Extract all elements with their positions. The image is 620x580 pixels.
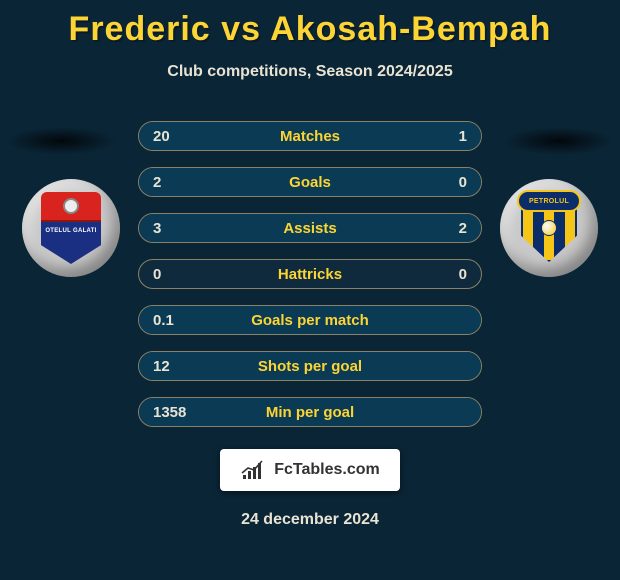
stat-value-right: 2 bbox=[411, 220, 481, 237]
stat-row: 20Matches1 bbox=[138, 121, 482, 151]
fctables-icon bbox=[240, 459, 268, 481]
shield-text: OTELUL GALATI bbox=[41, 228, 101, 234]
stats-area: OTELUL GALATI PETROLUL 20Matches12Goals0… bbox=[0, 121, 620, 427]
stat-row: 0.1Goals per match bbox=[138, 305, 482, 335]
subtitle: Club competitions, Season 2024/2025 bbox=[0, 49, 620, 81]
stat-value-left: 12 bbox=[139, 358, 209, 375]
stat-label: Hattricks bbox=[209, 266, 411, 283]
stat-value-right: 1 bbox=[411, 128, 481, 145]
ball-icon bbox=[63, 198, 79, 214]
date-text: 24 december 2024 bbox=[0, 511, 620, 529]
shadow-left bbox=[6, 127, 116, 155]
stat-label: Goals per match bbox=[209, 312, 411, 329]
crest-badge-right: PETROLUL bbox=[517, 190, 581, 266]
stat-value-left: 0.1 bbox=[139, 312, 209, 329]
stat-value-right: 0 bbox=[411, 174, 481, 191]
ball-icon bbox=[541, 220, 557, 236]
stat-value-left: 3 bbox=[139, 220, 209, 237]
stat-row: 12Shots per goal bbox=[138, 351, 482, 381]
site-logo-box[interactable]: FcTables.com bbox=[220, 449, 400, 491]
stat-label: Goals bbox=[209, 174, 411, 191]
page-title: Frederic vs Akosah-Bempah bbox=[0, 0, 620, 49]
team-crest-left: OTELUL GALATI bbox=[22, 179, 120, 277]
stat-row: 1358Min per goal bbox=[138, 397, 482, 427]
stat-rows: 20Matches12Goals03Assists20Hattricks00.1… bbox=[138, 121, 482, 427]
crest-badge-left: OTELUL GALATI bbox=[41, 192, 101, 264]
stat-value-left: 1358 bbox=[139, 404, 209, 421]
stat-row: 3Assists2 bbox=[138, 213, 482, 243]
site-logo-text: FcTables.com bbox=[274, 461, 380, 479]
stat-value-left: 0 bbox=[139, 266, 209, 283]
shadow-right bbox=[504, 127, 614, 155]
stat-label: Min per goal bbox=[209, 404, 411, 421]
stat-label: Matches bbox=[209, 128, 411, 145]
banner-text: PETROLUL bbox=[529, 198, 569, 205]
stat-value-left: 2 bbox=[139, 174, 209, 191]
stat-label: Assists bbox=[209, 220, 411, 237]
team-crest-right: PETROLUL bbox=[500, 179, 598, 277]
stat-value-left: 20 bbox=[139, 128, 209, 145]
stat-row: 2Goals0 bbox=[138, 167, 482, 197]
stat-label: Shots per goal bbox=[209, 358, 411, 375]
stat-value-right: 0 bbox=[411, 266, 481, 283]
shield-banner: PETROLUL bbox=[517, 190, 581, 212]
stat-row: 0Hattricks0 bbox=[138, 259, 482, 289]
